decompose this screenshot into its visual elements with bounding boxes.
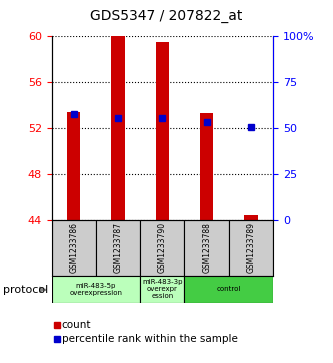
Text: GSM1233787: GSM1233787 [114,222,123,273]
Bar [229,220,273,276]
Bar [52,276,140,303]
Bar [96,220,140,276]
Text: miR-483-5p
overexpression: miR-483-5p overexpression [69,283,123,296]
Text: GSM1233786: GSM1233786 [69,222,78,273]
Bar [140,220,184,276]
Bar [184,220,229,276]
Bar [112,36,125,220]
Text: percentile rank within the sample: percentile rank within the sample [62,334,237,344]
Bar [200,113,213,220]
Text: miR-483-3p
overexpr
ession: miR-483-3p overexpr ession [142,280,182,299]
Bar [140,276,184,303]
Bar [67,112,80,220]
Text: GDS5347 / 207822_at: GDS5347 / 207822_at [90,9,243,23]
Text: control: control [216,286,241,293]
Text: protocol: protocol [3,285,49,295]
Text: count: count [62,320,91,330]
Bar [244,215,257,220]
Text: GSM1233790: GSM1233790 [158,222,167,273]
Bar [52,220,96,276]
Bar [184,276,273,303]
Text: GSM1233789: GSM1233789 [246,222,255,273]
Text: GSM1233788: GSM1233788 [202,222,211,273]
Bar [156,42,169,220]
